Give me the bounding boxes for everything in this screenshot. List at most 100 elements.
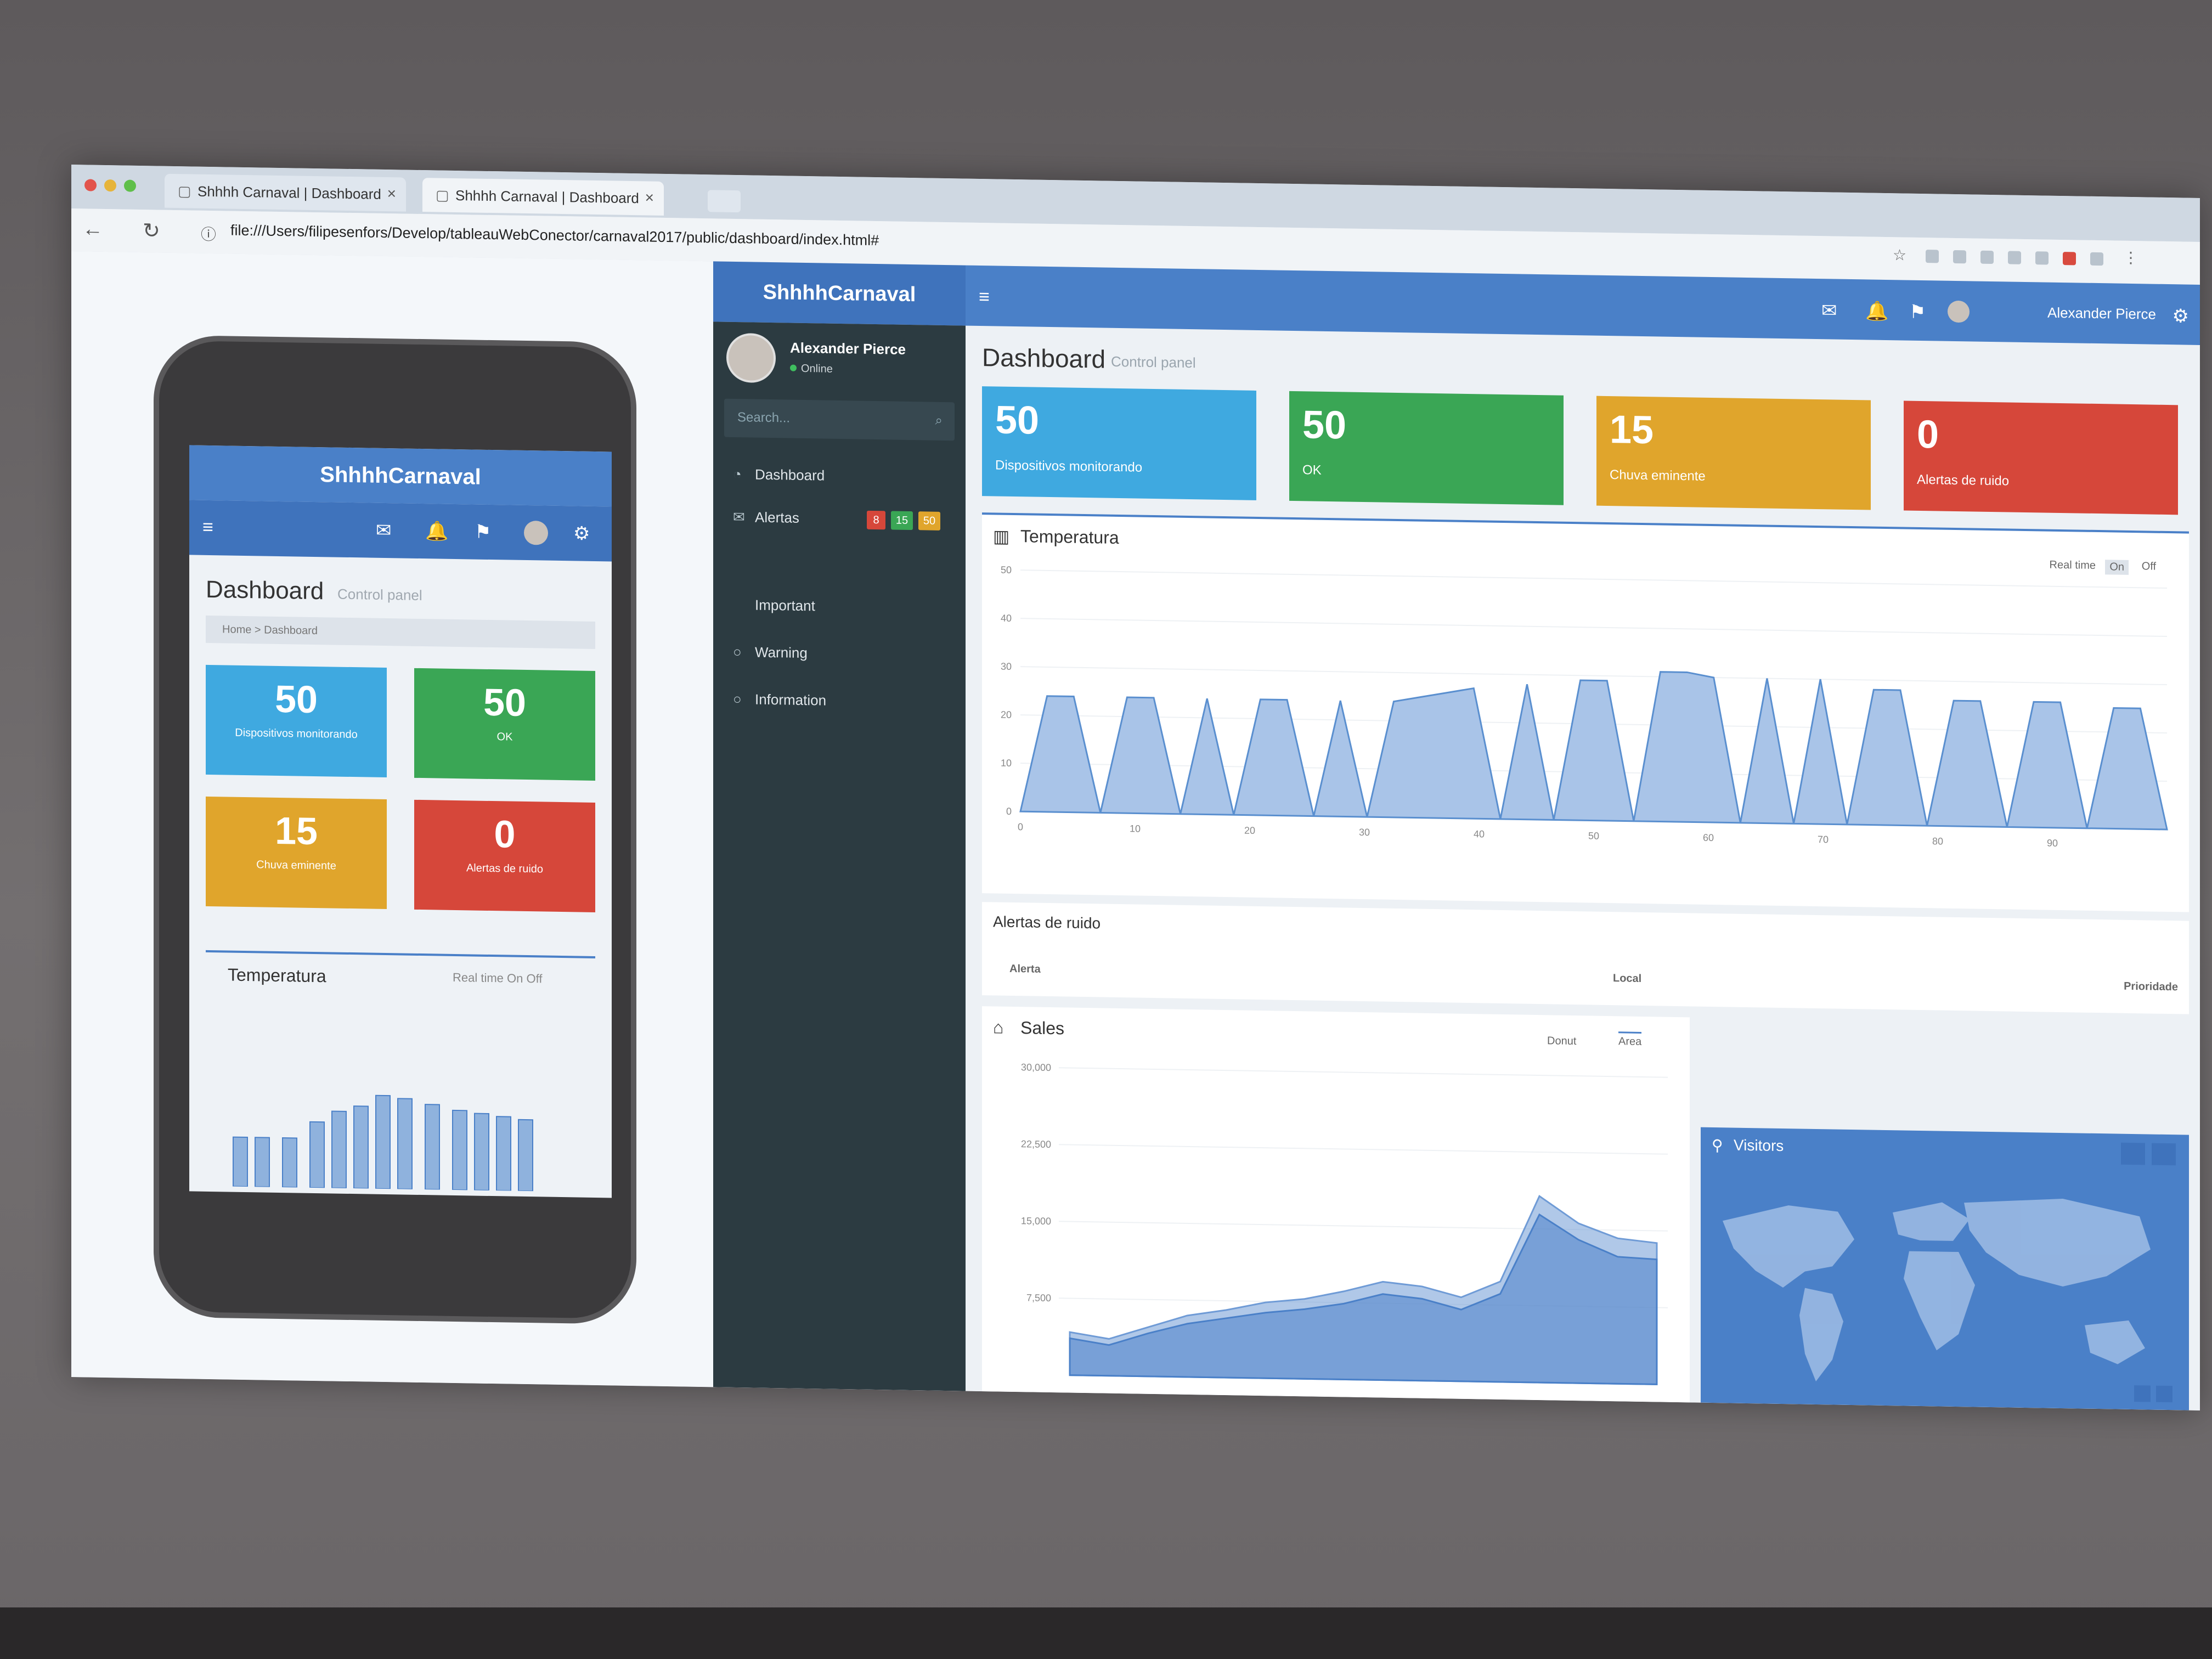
phone-stat-box: 15 Chuva eminente	[206, 796, 387, 910]
envelope-icon[interactable]: ✉	[376, 520, 392, 541]
minimize-window-icon[interactable]	[104, 179, 116, 192]
stat-box-ok: 50 OK	[1289, 391, 1564, 505]
settings-icon[interactable]: ⚙	[2172, 306, 2189, 327]
sidebar-search-input[interactable]: Search... ⌕	[724, 398, 955, 441]
sidebar-item-warning[interactable]: ○ Warning	[733, 644, 808, 662]
browser-tab[interactable]: ▢ Shhhh Carnaval | Dashboard ×	[165, 173, 406, 212]
close-window-icon[interactable]	[84, 179, 97, 191]
sales-series-area	[1069, 1213, 1658, 1385]
extension-icon[interactable]	[1953, 250, 1966, 264]
x-tick-label: 20	[1244, 825, 1255, 836]
bell-icon[interactable]: 🔔	[425, 521, 449, 542]
new-tab-button[interactable]	[708, 190, 741, 213]
stat-value: 50	[1302, 403, 1347, 448]
top-user-name[interactable]: Alexander Pierce	[2047, 304, 2156, 323]
back-arrow-icon[interactable]: ←	[82, 217, 103, 241]
stat-box-alertas: 0 Alertas de ruido	[1904, 400, 2178, 515]
sidebar-item-alertas[interactable]: ✉ Alertas	[733, 509, 799, 527]
bell-icon[interactable]: 🔔	[1865, 301, 1889, 323]
admin-dashboard: ShhhhCarnaval ≡ ✉ 🔔 ⚑ Alexander Pierce ⚙…	[713, 261, 2200, 1410]
sidebar-item-label: Alertas	[755, 509, 799, 526]
phone-breadcrumb[interactable]: Home > Dashboard	[206, 615, 595, 650]
search-icon[interactable]: ⌕	[935, 413, 943, 428]
sales-title: Sales	[1020, 1018, 1065, 1039]
page-icon: ▢	[178, 183, 191, 200]
sidebar-item-label: Information	[755, 691, 827, 709]
alert-badge-red: 8	[867, 510, 885, 530]
realtime-off-button[interactable]: Off	[2141, 560, 2156, 573]
x-tick-label: 60	[1703, 832, 1714, 843]
extension-icon[interactable]	[2090, 252, 2103, 266]
stat-label: Dispositivos monitorando	[995, 458, 1143, 475]
close-tab-icon[interactable]: ×	[387, 185, 396, 202]
phone-realtime-toggle[interactable]: Real time On Off	[453, 970, 543, 986]
phone-stat-box: 0 Alertas de ruido	[414, 799, 595, 913]
temperature-series-area	[1019, 671, 2168, 831]
y-tick-label: 0	[1006, 806, 1012, 817]
menu-icon[interactable]: ⋮	[2123, 249, 2138, 267]
url-field[interactable]: file:///Users/filipesenfors/Develop/tabl…	[230, 222, 879, 249]
stat-box-dispositivos: 50 Dispositivos monitorando	[982, 386, 1256, 500]
gridline	[1020, 569, 2167, 589]
stat-value: 15	[1610, 408, 1654, 453]
map-marker-icon: ⚲	[1712, 1136, 1723, 1154]
zoom-out-button[interactable]	[2156, 1385, 2172, 1403]
x-tick-label: 0	[1018, 821, 1023, 832]
maximize-window-icon[interactable]	[124, 179, 136, 192]
tab-area[interactable]: Area	[1618, 1031, 1642, 1048]
visitors-title: Visitors	[1734, 1136, 1784, 1155]
page-title: Dashboard	[982, 343, 1106, 374]
gridline	[1020, 666, 2167, 686]
stat-label: Dispositivos monitorando	[235, 726, 358, 741]
extension-icon[interactable]	[2035, 251, 2049, 265]
phone-stat-box: 50 OK	[414, 668, 595, 781]
browser-tab-active[interactable]: ▢ Shhhh Carnaval | Dashboard ×	[422, 178, 664, 216]
extension-icon[interactable]	[2008, 251, 2021, 264]
info-icon: ⓘ	[201, 225, 217, 244]
tab-label: Shhhh Carnaval | Dashboard	[455, 187, 639, 207]
flag-icon[interactable]: ⚑	[1909, 301, 1926, 323]
brand-logo[interactable]: ShhhhCarnaval	[713, 261, 966, 326]
x-tick-label: 50	[1588, 830, 1599, 841]
reload-icon[interactable]: ↻	[143, 219, 160, 243]
visitors-map-panel: ⚲ Visitors	[1701, 1127, 2189, 1410]
settings-icon[interactable]: ⚙	[573, 523, 590, 544]
extension-icon[interactable]	[1926, 250, 1939, 263]
phone-navbar: ≡ ✉ 🔔 ⚑ ⚙	[189, 500, 612, 562]
y-tick-label: 30,000	[1021, 1062, 1051, 1073]
collapse-button[interactable]	[2152, 1143, 2176, 1166]
gridline	[1059, 1144, 1668, 1155]
avatar[interactable]	[1948, 300, 1970, 323]
avatar[interactable]	[524, 520, 548, 545]
flag-icon[interactable]: ⚑	[475, 521, 492, 543]
alert-badge-yellow: 50	[918, 511, 940, 531]
stat-box-chuva: 15 Chuva eminente	[1596, 396, 1871, 510]
chart-icon: ▥	[993, 526, 1010, 546]
y-tick-label: 30	[1001, 661, 1012, 672]
bookmark-star-icon[interactable]: ☆	[1893, 246, 1907, 264]
inbox-icon: ⌂	[993, 1017, 1004, 1037]
envelope-icon[interactable]: ✉	[1821, 300, 1837, 321]
sales-panel: ⌂ Sales Donut Area 7,500 15,000 22,500 30,0…	[982, 1006, 1690, 1403]
gridline	[1020, 618, 2167, 637]
menu-toggle-icon[interactable]: ≡	[979, 286, 990, 308]
sidebar-item-important[interactable]: Important	[733, 596, 815, 614]
tab-donut[interactable]: Donut	[1547, 1035, 1577, 1048]
close-tab-icon[interactable]: ×	[645, 189, 654, 206]
sidebar-item-information[interactable]: ○ Information	[733, 691, 826, 709]
sidebar-item-dashboard[interactable]: ◔ Dashboard	[733, 466, 825, 484]
realtime-on-button[interactable]: On	[2105, 560, 2129, 575]
y-tick-label: 20	[1001, 709, 1012, 720]
calendar-button[interactable]	[2121, 1142, 2145, 1165]
stat-label: OK	[1302, 462, 1322, 478]
envelope-icon: ✉	[733, 508, 745, 526]
menu-toggle-icon[interactable]: ≡	[202, 516, 213, 538]
zoom-in-button[interactable]	[2134, 1385, 2151, 1402]
sidebar-item-label: Important	[755, 596, 815, 614]
alerts-title: Alertas de ruido	[993, 913, 1101, 932]
sidebar-item-label: Warning	[755, 644, 808, 662]
circle-icon: ○	[733, 643, 742, 661]
extension-icon[interactable]	[1980, 250, 1994, 264]
extension-icon[interactable]	[2063, 252, 2076, 266]
projected-browser-window: ▢ Shhhh Carnaval | Dashboard × ▢ Shhhh C…	[71, 165, 2200, 1410]
